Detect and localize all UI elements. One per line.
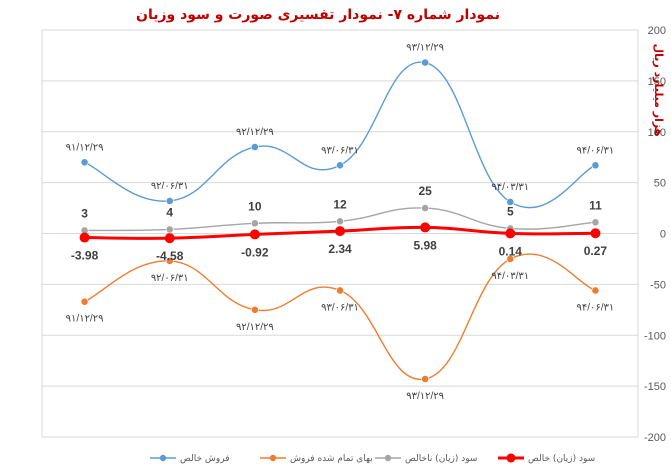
data-label: ۹۳/۰۶/۳۱: [321, 302, 359, 313]
data-point: [506, 198, 515, 206]
data-point: [506, 255, 515, 263]
y-axis-label: هزار میلیارد ریال: [652, 44, 665, 137]
data-label: ۹۱/۱۲/۲۹: [66, 142, 104, 153]
data-label: ۹۴/۰۳/۳۱: [491, 271, 529, 282]
data-point: [421, 375, 430, 383]
data-label: ۹۲/۱۲/۲۹: [236, 127, 274, 138]
data-label: 10: [248, 199, 262, 213]
y-tick-label: -100: [644, 330, 666, 342]
series-layer: [79, 58, 601, 383]
legend-item: سود (زیان) ناخالص: [375, 454, 477, 464]
data-label: 25: [418, 184, 432, 198]
data-label: 5.98: [413, 238, 437, 252]
data-point: [505, 228, 516, 239]
y-tick-label: 200: [648, 25, 666, 37]
data-point: [165, 197, 174, 205]
data-point: [421, 58, 430, 67]
data-label: ۹۴/۰۶/۳۱: [577, 302, 615, 313]
data-label: 2.34: [328, 242, 352, 256]
data-label: ۹۱/۱۲/۲۹: [66, 314, 104, 325]
data-label: ۹۳/۰۶/۳۱: [321, 145, 359, 156]
data-label: ۹۲/۰۶/۳۱: [151, 273, 189, 284]
data-labels-layer: 3 4 10 12 25 5 11 ۹۱/۱۲/۲۹ ۹۲/۰۶/۳۱ ۹۲/۱۲/۲۹ ۹۳/۰۶…: [66, 43, 615, 402]
legend-item: بهای تمام شده فروش: [260, 454, 373, 464]
data-point: [335, 226, 345, 237]
data-point: [591, 218, 600, 227]
y-tick-label: -50: [650, 279, 666, 291]
data-label: 4: [166, 205, 173, 219]
data-point: [336, 286, 344, 295]
data-point: [421, 204, 430, 212]
data-label: -3.98: [71, 249, 99, 263]
y-tick-label: 0: [660, 229, 666, 241]
legend-marker: [506, 453, 516, 463]
data-label: 3: [81, 206, 88, 220]
data-label: 12: [333, 197, 347, 211]
data-point: [591, 161, 600, 170]
legend-item: سود (زیان) خالص: [498, 453, 595, 464]
legend-label: سود (زیان) ناخالص: [405, 454, 477, 464]
data-label: ۹۳/۱۲/۲۹: [406, 391, 444, 402]
data-label: 0.27: [584, 244, 608, 258]
legend-marker: [269, 454, 277, 462]
data-label: ۹۴/۰۶/۳۱: [577, 145, 615, 156]
data-label: -4.58: [156, 249, 184, 263]
data-label: -0.92: [241, 245, 269, 259]
y-tick-label: 50: [654, 178, 666, 190]
legend-marker: [159, 454, 167, 462]
legend-item: فروش خالص: [150, 454, 230, 464]
data-point: [79, 232, 90, 243]
data-point: [590, 228, 601, 239]
data-point: [250, 143, 259, 151]
y-axis-ticks: -200 -150 -100 -50 0 50 100 150 200: [644, 25, 666, 444]
data-point: [165, 225, 174, 234]
chart-title: نمودار شماره ۷- نمودار تفسیری صورت و سود…: [136, 7, 500, 23]
data-label: 11: [589, 198, 602, 212]
y-tick-label: -150: [644, 381, 666, 393]
data-point: [164, 233, 175, 244]
legend-marker: [384, 454, 392, 462]
legend-label: فروش خالص: [180, 454, 230, 464]
data-point: [336, 161, 344, 170]
data-point: [80, 297, 89, 306]
data-label: 5: [507, 204, 514, 218]
y-tick-label: -200: [644, 432, 666, 444]
data-label: ۹۲/۰۶/۳۱: [151, 181, 189, 192]
data-point: [591, 286, 600, 295]
data-point: [250, 219, 259, 228]
data-label: 0.14: [499, 244, 523, 258]
legend: فروش خالص بهای تمام شده فروش سود (زیان) نا…: [150, 453, 595, 464]
data-point: [80, 158, 89, 167]
plot-area: [41, 29, 639, 438]
data-label: ۹۳/۱۲/۲۹: [406, 43, 444, 54]
data-label: ۹۲/۱۲/۲۹: [236, 322, 274, 333]
data-label: ۹۴/۰۳/۳۱: [491, 182, 529, 193]
data-point: [249, 229, 260, 240]
y-tick-label: 100: [648, 127, 666, 139]
legend-label: بهای تمام شده فروش: [290, 454, 373, 464]
legend-label: سود (زیان) خالص: [528, 454, 595, 464]
data-point: [165, 257, 174, 265]
data-point: [420, 222, 431, 233]
data-point: [336, 217, 344, 226]
data-point: [250, 305, 259, 314]
y-tick-label: 150: [648, 76, 666, 88]
